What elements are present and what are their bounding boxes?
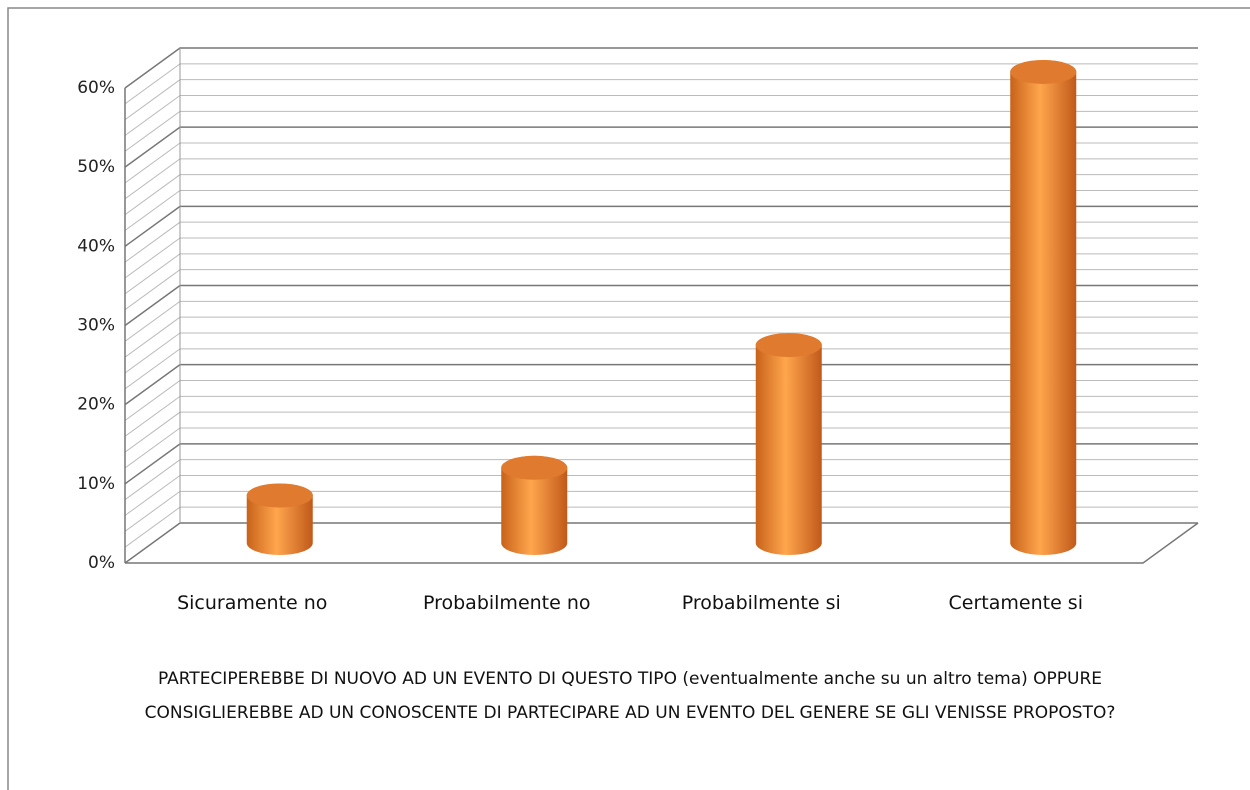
x-tick-label: Certamente si <box>948 592 1083 614</box>
bar-top <box>246 483 313 508</box>
x-tick-label: Sicuramente no <box>177 592 328 614</box>
x-tick-label: Probabilmente si <box>681 592 841 614</box>
frame <box>7 7 1250 790</box>
y-tick-label: 40% <box>77 236 115 256</box>
y-tick-label: 60% <box>77 78 115 98</box>
bar-top <box>501 455 568 480</box>
floor <box>125 522 1199 564</box>
bar <box>1010 59 1077 555</box>
y-tick-label: 30% <box>77 316 115 336</box>
y-tick-label: 0% <box>88 553 115 573</box>
x-tick-label: Probabilmente no <box>422 592 591 614</box>
chart-title: PARTECIPEREBBE DI NUOVO AD UN EVENTO DI … <box>144 669 1116 723</box>
y-tick-label: 50% <box>77 157 115 177</box>
bar-top <box>1010 59 1077 84</box>
bar <box>501 455 568 555</box>
y-tick-label: 10% <box>77 474 115 494</box>
bar-top <box>755 333 822 358</box>
y-tick-label: 20% <box>77 395 115 415</box>
bar <box>755 333 822 555</box>
